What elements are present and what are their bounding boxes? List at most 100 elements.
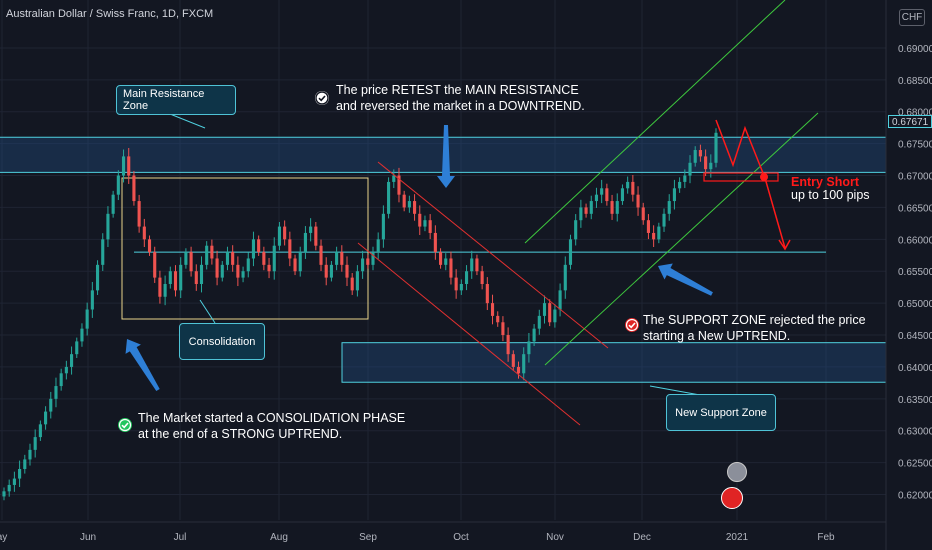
candle-body <box>548 303 552 323</box>
support-zone <box>341 342 887 383</box>
down-channel-lower <box>357 242 581 426</box>
y-tick-label: 0.62500 <box>898 459 932 470</box>
candle-body <box>563 264 567 291</box>
y-tick-label: 0.64000 <box>898 363 932 374</box>
candle-body <box>12 478 16 485</box>
candle-body <box>631 181 635 195</box>
y-tick-label: 0.63000 <box>898 427 932 438</box>
candle-body <box>220 264 224 278</box>
candle-body <box>205 245 209 265</box>
candle-body <box>464 271 469 284</box>
chart-grid <box>0 0 886 520</box>
candle-body <box>709 162 713 170</box>
candle-body <box>688 162 692 176</box>
candle-body <box>553 309 557 323</box>
entry-zone-box <box>703 172 779 182</box>
candle-body <box>657 226 661 240</box>
candle-body <box>158 277 162 297</box>
candle-body <box>101 239 105 265</box>
candle-body <box>501 322 505 336</box>
consolidation-arrow <box>125 338 160 392</box>
candle-body <box>392 175 396 182</box>
candle-body <box>59 373 63 387</box>
up-channel-lower <box>544 112 819 366</box>
candle-body <box>485 283 489 304</box>
candle-body <box>335 252 339 265</box>
last-price-tag: 0.67671 <box>888 115 932 128</box>
candle-body <box>293 258 297 272</box>
candle-body <box>23 459 27 469</box>
y-tick-label: 0.63500 <box>898 395 932 406</box>
arrow-shape <box>437 125 455 188</box>
x-tick-label: Dec <box>633 532 651 543</box>
candle-body <box>75 341 79 355</box>
support-note-line1: The SUPPORT ZONE rejected the price <box>643 313 866 327</box>
currency-button[interactable]: CHF <box>899 9 925 26</box>
candle-body <box>428 220 432 233</box>
candle-body <box>397 175 401 195</box>
candle-body <box>215 258 219 278</box>
candle-body <box>283 226 287 240</box>
candle-body <box>329 264 333 278</box>
red-check-icon <box>625 318 639 332</box>
candle-body <box>49 398 53 412</box>
candle-body <box>480 271 484 284</box>
support-label-connector <box>649 385 701 396</box>
candle-body <box>490 303 495 316</box>
candle-body <box>506 335 510 355</box>
candle-body <box>605 188 609 202</box>
candle-body <box>257 239 261 253</box>
candle-body <box>173 271 178 291</box>
candle-body <box>85 309 89 329</box>
candle-body <box>28 449 32 460</box>
target-arrowhead <box>778 239 791 251</box>
consolidation-note-line2: at the end of a STRONG UPTREND. <box>138 427 343 441</box>
candle-body <box>402 194 406 208</box>
candle-body <box>413 201 417 214</box>
y-tick-label: 0.65000 <box>898 299 932 310</box>
candle-body <box>516 366 521 374</box>
candle-body <box>652 232 656 240</box>
candle-body <box>620 188 625 202</box>
candle-body <box>568 239 573 265</box>
candle-body <box>64 366 68 374</box>
candle-body <box>678 181 682 189</box>
candle-body <box>90 290 94 310</box>
candle-body <box>236 264 240 278</box>
candle-body <box>38 424 42 438</box>
candle-body <box>272 245 276 272</box>
swiss-flag-icon[interactable] <box>721 487 743 509</box>
candle-body <box>527 341 531 355</box>
candle-body <box>210 245 214 259</box>
main-resistance-label: Main Resistance Zone <box>116 85 236 115</box>
symbol-title[interactable]: Australian Dollar / Swiss Franc, 1D, FXC… <box>6 8 214 20</box>
candle-body <box>95 264 100 291</box>
candle-body <box>340 252 344 265</box>
candle-body <box>194 271 198 284</box>
candle-body <box>80 328 84 342</box>
retest-arrow <box>437 125 455 188</box>
candle-body <box>179 264 183 291</box>
candle-body <box>184 252 188 265</box>
candle-body <box>662 213 666 227</box>
support-note: The SUPPORT ZONE rejected the price star… <box>643 312 866 344</box>
candle-body <box>303 232 307 253</box>
candle-body <box>2 491 6 497</box>
retest-note-line2: and reversed the market in a DOWNTREND. <box>336 99 585 113</box>
entry-short-label: Entry Short <box>791 175 860 189</box>
candle-body <box>262 252 266 265</box>
candle-body <box>361 258 365 272</box>
x-tick-label: 2021 <box>726 532 749 543</box>
channels-layer <box>357 0 819 426</box>
x-tick-label: Nov <box>546 532 564 543</box>
consolidation-text: Consolidation <box>188 335 256 348</box>
y-tick-label: 0.67500 <box>898 140 932 151</box>
arrow-shape <box>658 263 713 296</box>
consolidation-note: The Market started a CONSOLIDATION PHASE… <box>138 410 405 442</box>
candle-body <box>366 258 370 265</box>
event-flag-icon[interactable] <box>727 462 747 482</box>
candle-body <box>693 150 697 163</box>
candle-body <box>251 239 256 259</box>
y-tick-label: 0.66500 <box>898 203 932 214</box>
